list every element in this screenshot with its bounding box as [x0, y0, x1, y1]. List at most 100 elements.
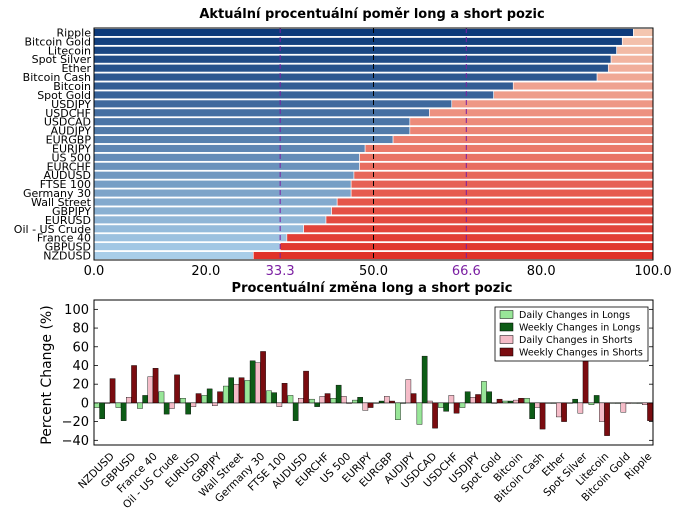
- legend-box: [494, 306, 649, 362]
- bar-spot-gold-series-1: [486, 391, 492, 404]
- bar-usdchf-series-0: [438, 402, 444, 408]
- bar-bitcoin-cash-series-2: [534, 402, 541, 408]
- chart1-plot-frame: [93, 27, 654, 261]
- bar-germany-30-series-2: [255, 362, 261, 404]
- bar-bitcoin-cash-series-0: [524, 398, 530, 404]
- bar-oil-us-crude-series-2: [169, 402, 175, 409]
- category-label-bitcoin-gold: Bitcoin Gold: [24, 35, 91, 48]
- bar-wall-street-series-3: [238, 377, 245, 404]
- bar-eurchf-series-3: [324, 393, 331, 404]
- bar-ftse-100-series-1: [271, 392, 277, 404]
- bar-gbpusd-series-2: [126, 397, 132, 404]
- bar-us-500-series-2: [341, 396, 347, 404]
- bar-usdchf-series-2: [448, 395, 455, 404]
- bar-eurgbp-series-2: [384, 396, 390, 404]
- category-label-ripple: Ripple: [57, 26, 92, 39]
- category-label-eurusd: EURUSD: [45, 214, 91, 227]
- bar-france-40-series-0: [137, 402, 143, 409]
- category-label-ether: Ether: [61, 62, 91, 75]
- bar-bitcoin-series-0: [502, 400, 509, 404]
- bar-germany-30-series-3: [260, 351, 266, 404]
- bar-eurusd-series-3: [195, 393, 202, 404]
- bar-spot-silver-series-3: [582, 359, 589, 404]
- category-label-eurjpy: EURJPY: [52, 142, 91, 155]
- bar-audusd-series-0: [287, 395, 294, 404]
- category-label-us-500: US 500: [51, 151, 91, 164]
- bar-bitcoin-gold-series-1: [615, 402, 621, 404]
- bar-france-40-series-2: [147, 376, 154, 404]
- category-label-litecoin: Litecoin: [48, 44, 91, 57]
- bar-gbpjpy-series-3: [217, 391, 223, 404]
- category-label-oil-us-crude: Oil - US Crude: [14, 223, 91, 236]
- bar-usdjpy-series-2: [470, 397, 476, 404]
- long-short-ratio-chart: Aktuální procentuální poměr long a short…: [14, 7, 672, 279]
- bar-usdcad-series-3: [432, 402, 438, 429]
- bar-usdjpy-series-0: [459, 402, 466, 408]
- category-label-spot-silver: Spot Silver: [32, 53, 92, 66]
- bar-oil-us-crude-series-3: [174, 374, 180, 404]
- bar-eurgbp-series-1: [378, 400, 385, 404]
- bar-us-500-series-0: [330, 398, 337, 404]
- chart2-title: Procentuální změna long a short pozic: [232, 281, 513, 296]
- category-label-bitcoin-cash: Bitcoin Cash: [23, 71, 91, 84]
- bar-nzdusd-series-3: [109, 378, 116, 404]
- x-tick-0-0: 0.0: [84, 264, 105, 279]
- bar-ether-series-2: [556, 402, 562, 418]
- bar-audusd-series-2: [298, 398, 304, 404]
- bar-bitcoin-series-1: [507, 400, 514, 404]
- x-tick-33-3: 33.3: [266, 264, 295, 279]
- category-label-gbpusd: GBPUSD: [45, 241, 91, 254]
- bar-bitcoin-series-3: [518, 398, 524, 404]
- y-tick-label: −40: [62, 434, 89, 449]
- chart1-title: Aktuální procentuální poměr long a short…: [199, 7, 544, 22]
- bar-gbpusd-series-1: [120, 402, 127, 421]
- legend-label-1: Weekly Changes in Longs: [519, 323, 640, 334]
- y-tick-label: 20: [72, 378, 89, 393]
- bar-audjpy-series-1: [400, 402, 406, 404]
- bar-usdjpy-series-1: [464, 391, 471, 404]
- bar-ripple-series-1: [636, 402, 643, 404]
- category-label-nzdusd: NZDUSD: [43, 250, 91, 263]
- y-tick-label: 100: [64, 303, 89, 318]
- bar-bitcoin-cash-series-1: [529, 402, 535, 420]
- bar-germany-30-series-1: [249, 360, 256, 404]
- bar-eurgbp-series-0: [373, 402, 380, 404]
- bar-ripple-series-2: [642, 402, 648, 405]
- legend-swatch-0: [499, 310, 514, 319]
- bar-wall-street-series-0: [223, 385, 229, 404]
- bar-spot-silver-series-1: [572, 398, 578, 404]
- bar-audjpy-series-3: [410, 393, 417, 404]
- x-tick-20-0: 20.0: [191, 264, 220, 279]
- category-label-usdjpy: USDJPY: [51, 98, 91, 111]
- category-label-ftse-100: FTSE 100: [40, 178, 91, 191]
- bar-us-500-series-1: [335, 384, 342, 404]
- chart2-y-axis-label: Percent Change (%): [39, 305, 55, 444]
- bar-us-500-series-3: [346, 402, 352, 404]
- category-label-usdchf: USDCHF: [45, 107, 91, 120]
- bar-france-40-series-1: [142, 395, 148, 404]
- category-label-audusd: AUDUSD: [43, 169, 91, 182]
- bar-gbpjpy-series-2: [212, 402, 218, 406]
- bar-bitcoin-cash-series-3: [539, 402, 546, 430]
- bar-oil-us-crude-series-0: [158, 391, 165, 404]
- bar-audjpy-series-2: [405, 379, 412, 404]
- legend-label-0: Daily Changes in Longs: [519, 310, 630, 321]
- bar-eurusd-series-2: [190, 402, 197, 407]
- bar-germany-30-series-0: [244, 380, 251, 404]
- bar-usdcad-series-2: [427, 400, 433, 404]
- y-tick-label: 0: [81, 396, 89, 411]
- y-tick-label: 60: [72, 340, 89, 355]
- bar-ripple-series-0: [631, 402, 638, 404]
- bar-france-40-series-3: [152, 368, 159, 404]
- category-label-audjpy: AUDJPY: [51, 125, 92, 138]
- bar-bitcoin-series-2: [513, 399, 519, 404]
- bar-spot-gold-series-0: [481, 381, 487, 404]
- category-label-bitcoin: Bitcoin: [53, 80, 91, 93]
- bar-nzdusd-series-2: [104, 402, 111, 404]
- bar-gbpjpy-series-1: [206, 388, 213, 404]
- bar-gbpusd-series-0: [115, 402, 122, 408]
- chart2-legend: Daily Changes in Longs Weekly Changes in …: [494, 306, 649, 362]
- bar-litecoin-series-1: [593, 395, 600, 404]
- bar-eurjpy-series-3: [367, 402, 374, 408]
